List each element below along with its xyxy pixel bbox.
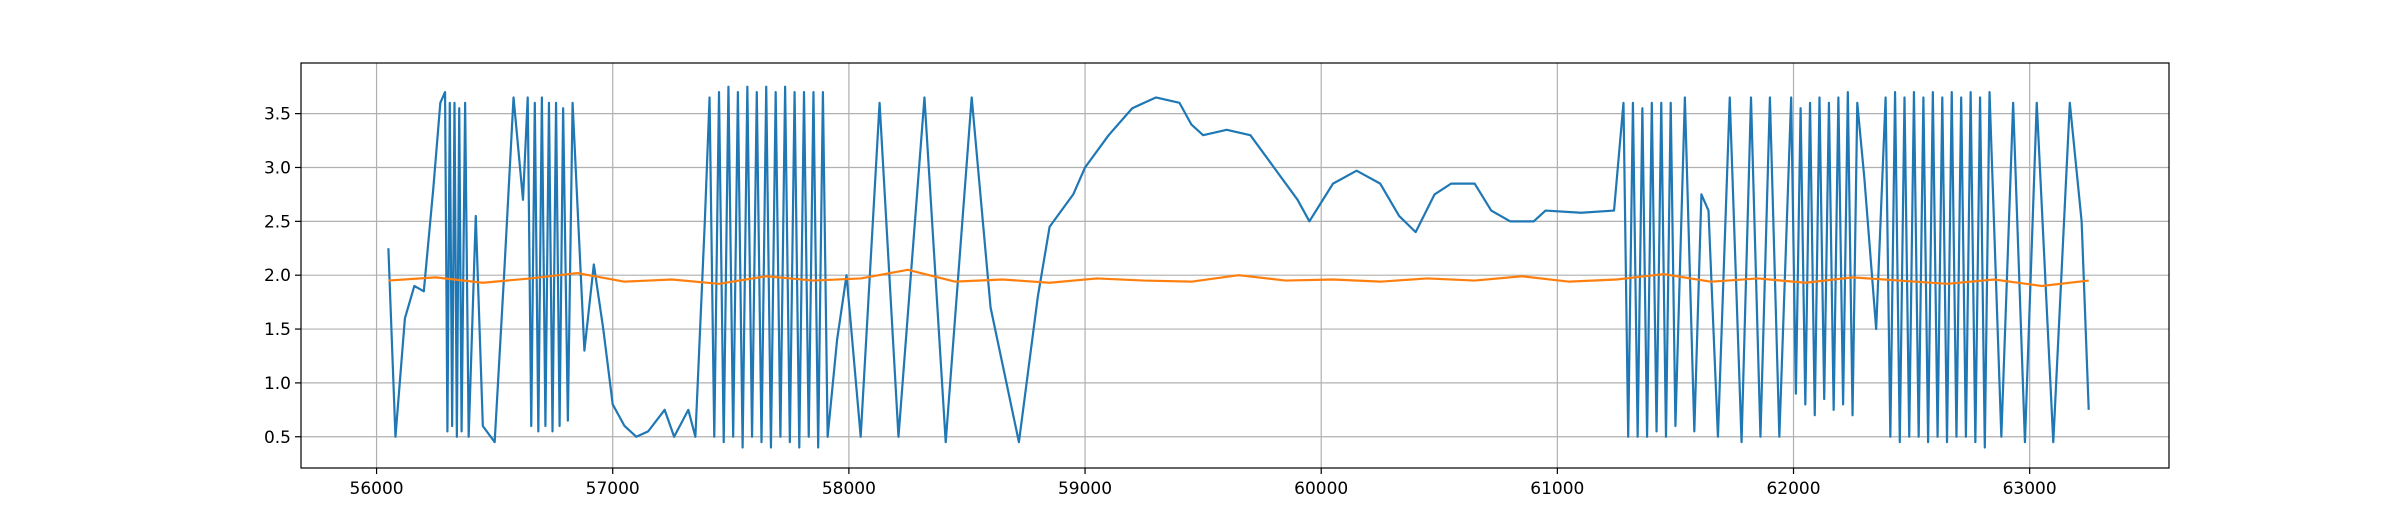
x-tick-label: 61000 bbox=[1530, 479, 1584, 499]
series-line bbox=[387, 85, 2090, 449]
x-tick-label: 60000 bbox=[1294, 479, 1348, 499]
y-tick-label: 1.5 bbox=[264, 320, 291, 340]
x-tick-label: 57000 bbox=[586, 479, 640, 499]
x-tick-label: 59000 bbox=[1058, 479, 1112, 499]
plot-frame bbox=[300, 62, 2170, 469]
x-tick-label: 58000 bbox=[822, 479, 876, 499]
y-tick-label: 1.0 bbox=[264, 374, 291, 394]
series-line bbox=[388, 268, 2089, 288]
x-tick-label: 63000 bbox=[2003, 479, 2057, 499]
y-tick-label: 2.0 bbox=[264, 266, 291, 286]
x-tick-label: 62000 bbox=[1766, 479, 1820, 499]
y-tick-label: 3.0 bbox=[264, 158, 291, 178]
y-tick-label: 3.5 bbox=[264, 105, 291, 125]
y-tick-label: 2.5 bbox=[264, 212, 291, 232]
y-tick-label: 0.5 bbox=[264, 428, 291, 448]
x-tick-label: 56000 bbox=[350, 479, 404, 499]
